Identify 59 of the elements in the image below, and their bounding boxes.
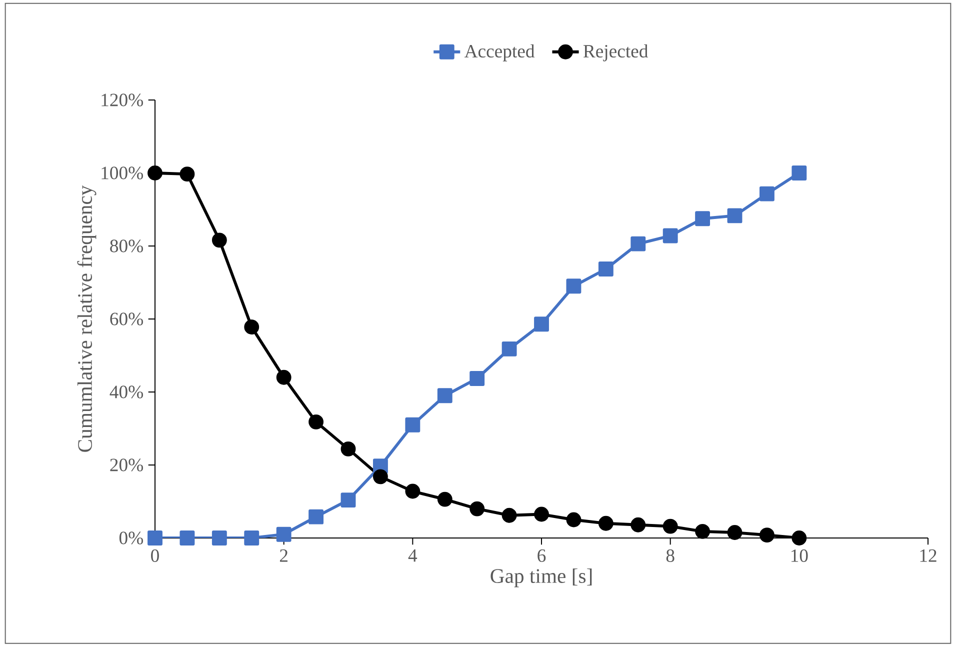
y-tick-label: 20% xyxy=(110,458,143,472)
y-tick-label: 120% xyxy=(102,94,143,106)
point xyxy=(180,166,195,182)
point xyxy=(727,208,742,224)
point xyxy=(630,517,646,532)
point xyxy=(244,530,260,546)
x-tick-label: 6 xyxy=(538,549,546,562)
x-tick-label: 0 xyxy=(151,549,159,562)
point xyxy=(630,236,646,252)
x-tick-label: 8 xyxy=(666,549,674,562)
point xyxy=(662,228,678,244)
legend-label: Rejected xyxy=(583,44,648,62)
point xyxy=(212,232,227,248)
point xyxy=(148,530,162,546)
point xyxy=(437,388,452,404)
y-tick-label: 80% xyxy=(110,240,143,252)
y-tick-label: 100% xyxy=(102,166,143,180)
x-axis-title: Gap time [s] xyxy=(490,568,592,588)
point xyxy=(405,417,420,432)
point xyxy=(470,501,485,516)
point xyxy=(792,166,807,180)
point xyxy=(792,530,807,546)
point xyxy=(308,509,324,524)
point xyxy=(662,518,678,534)
point xyxy=(759,186,774,202)
point xyxy=(148,166,162,180)
point xyxy=(759,528,774,543)
point xyxy=(566,512,582,528)
point xyxy=(502,508,517,523)
x-tick-label: 10 xyxy=(791,549,808,562)
point xyxy=(502,341,517,356)
y-tick-label: 0% xyxy=(119,532,143,544)
y-tick-label: 60% xyxy=(110,312,143,326)
point xyxy=(212,530,227,546)
x-tick-label: 2 xyxy=(280,549,288,562)
point xyxy=(534,316,549,332)
point xyxy=(437,492,452,507)
point xyxy=(566,278,582,294)
legend-label: Accepted xyxy=(464,44,535,62)
point xyxy=(244,320,260,334)
point xyxy=(470,371,485,386)
point xyxy=(340,492,356,508)
point xyxy=(534,506,549,522)
x-tick-label: 4 xyxy=(408,549,418,562)
point xyxy=(276,370,292,385)
point xyxy=(695,524,710,539)
point xyxy=(372,469,388,484)
point xyxy=(598,516,614,531)
point xyxy=(308,414,324,430)
point xyxy=(695,211,710,226)
point xyxy=(405,484,420,499)
point xyxy=(180,530,195,546)
point xyxy=(276,526,292,542)
x-tick-label: 12 xyxy=(920,549,936,562)
y-tick-label: 40% xyxy=(110,386,143,398)
point xyxy=(598,262,614,276)
y-axis-title: Cumumlative relative frequency xyxy=(77,185,96,452)
point xyxy=(727,525,742,540)
point xyxy=(340,441,356,456)
